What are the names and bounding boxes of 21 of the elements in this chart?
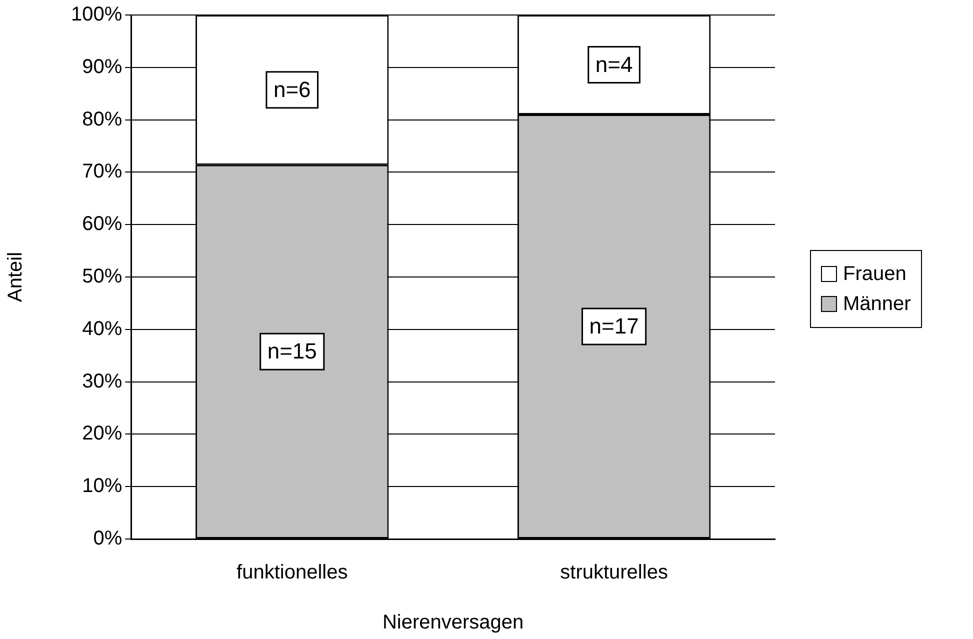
annotation: n=4 [595,52,633,77]
annotation: n=15 [267,338,317,364]
x-axis-title: Nierenversagen [382,612,524,634]
y-tick-label: 70% [82,160,122,183]
y-tick-label: 20% [82,422,122,445]
y-tick-label: 100% [70,4,122,26]
y-tick-label: 80% [82,108,122,130]
y-tick-label: 60% [82,213,122,236]
annotation: n=6 [273,76,311,102]
y-tick-label: 90% [82,56,122,78]
y-axis-title: Anteil [4,252,27,302]
y-tick-label: 50% [82,266,122,288]
legend-label: Männer [843,292,911,317]
annotation: n=17 [589,314,639,339]
y-tick-label: 40% [82,318,122,340]
x-tick-label: funktionelles [236,562,348,584]
y-tick-label: 0% [93,528,122,550]
text: Frauen [843,262,906,287]
y-tick-label: 10% [82,475,122,498]
x-tick-label: strukturelles [560,562,668,584]
y-tick-label: 30% [82,370,122,392]
